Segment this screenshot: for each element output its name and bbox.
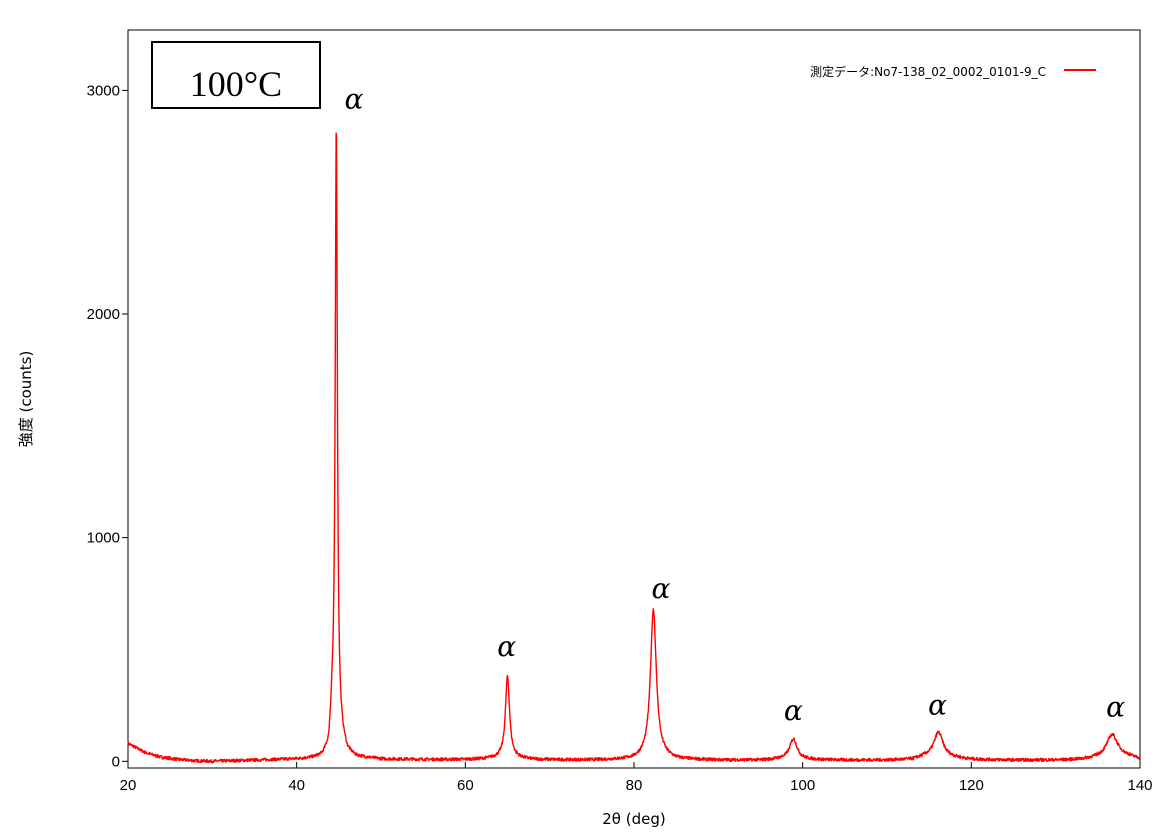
legend-label: 測定データ:No7-138_02_0002_0101-9_C (810, 64, 1046, 79)
peak-label-alpha: α (345, 82, 364, 115)
x-tick-label: 120 (959, 777, 984, 794)
plot-frame (127, 29, 1141, 769)
inset-label: 100°C (190, 64, 282, 104)
peak-label-alpha: α (1106, 691, 1125, 724)
x-tick-label: 100 (790, 777, 815, 794)
y-axis-title: 強度 (counts) (17, 351, 35, 448)
legend: 測定データ:No7-138_02_0002_0101-9_C (810, 64, 1096, 79)
peak-annotations: α α α α α α (345, 82, 1126, 727)
peak-label-alpha: α (784, 694, 803, 727)
y-tick-label: 0 (112, 753, 120, 770)
axis-ticks (122, 89, 1141, 768)
series-layer (127, 132, 1141, 764)
x-axis-title: 2θ (deg) (602, 810, 665, 828)
peak-label-alpha: α (652, 572, 671, 605)
x-tick-label: 80 (626, 777, 643, 794)
inset-label-box: 100°C (151, 41, 321, 109)
peak-label-alpha: α (497, 630, 516, 663)
y-tick-label: 2000 (87, 306, 120, 323)
x-tick-label: 60 (457, 777, 474, 794)
series-line (127, 132, 1141, 764)
peak-label-alpha: α (928, 688, 947, 721)
y-tick-label: 3000 (87, 82, 120, 99)
y-tick-label: 1000 (87, 530, 120, 547)
axis-tick-labels: 20 40 60 80 100 120 140 0 1000 2000 3000 (87, 82, 1153, 794)
x-tick-label: 40 (288, 777, 305, 794)
x-tick-label: 140 (1127, 777, 1152, 794)
x-tick-label: 20 (120, 777, 137, 794)
